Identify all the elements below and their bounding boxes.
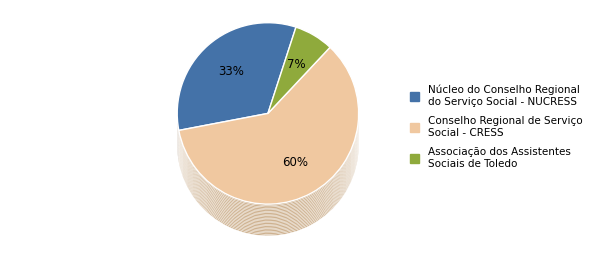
Wedge shape	[177, 37, 296, 145]
Wedge shape	[177, 41, 296, 149]
Wedge shape	[177, 51, 296, 159]
Wedge shape	[268, 36, 330, 122]
Wedge shape	[177, 27, 296, 135]
Wedge shape	[268, 33, 330, 119]
Wedge shape	[268, 37, 330, 124]
Wedge shape	[268, 44, 330, 131]
Wedge shape	[268, 49, 330, 135]
Wedge shape	[268, 43, 330, 129]
Wedge shape	[268, 29, 330, 115]
Wedge shape	[268, 56, 330, 142]
Wedge shape	[177, 40, 296, 148]
Wedge shape	[179, 63, 359, 220]
Wedge shape	[177, 46, 296, 153]
Wedge shape	[179, 47, 359, 204]
Wedge shape	[268, 53, 330, 139]
Wedge shape	[177, 24, 296, 132]
Wedge shape	[268, 30, 330, 116]
Wedge shape	[179, 50, 359, 207]
Text: 33%: 33%	[218, 65, 244, 78]
Wedge shape	[268, 40, 330, 126]
Wedge shape	[179, 62, 359, 219]
Wedge shape	[177, 50, 296, 158]
Wedge shape	[179, 59, 359, 216]
Wedge shape	[179, 69, 359, 226]
Wedge shape	[177, 36, 296, 143]
Wedge shape	[268, 54, 330, 141]
Wedge shape	[268, 50, 330, 136]
Text: 60%: 60%	[282, 156, 308, 169]
Wedge shape	[179, 77, 359, 234]
Wedge shape	[179, 70, 359, 227]
Wedge shape	[268, 34, 330, 121]
Wedge shape	[179, 56, 359, 213]
Wedge shape	[177, 33, 296, 140]
Wedge shape	[179, 64, 359, 221]
Wedge shape	[179, 76, 359, 233]
Wedge shape	[268, 47, 330, 134]
Wedge shape	[177, 29, 296, 136]
Wedge shape	[179, 72, 359, 229]
Wedge shape	[179, 66, 359, 223]
Wedge shape	[179, 57, 359, 214]
Wedge shape	[177, 26, 296, 133]
Wedge shape	[268, 57, 330, 144]
Wedge shape	[268, 51, 330, 138]
Wedge shape	[177, 44, 296, 152]
Wedge shape	[268, 39, 330, 125]
Wedge shape	[179, 60, 359, 217]
Wedge shape	[177, 23, 296, 130]
Wedge shape	[177, 39, 296, 146]
Wedge shape	[179, 73, 359, 230]
Wedge shape	[179, 49, 359, 206]
Wedge shape	[177, 53, 296, 161]
Wedge shape	[177, 31, 296, 139]
Wedge shape	[179, 53, 359, 210]
Wedge shape	[179, 54, 359, 211]
Wedge shape	[179, 75, 359, 232]
Wedge shape	[268, 59, 330, 145]
Wedge shape	[177, 34, 296, 142]
Wedge shape	[179, 79, 359, 236]
Wedge shape	[268, 31, 330, 118]
Wedge shape	[268, 46, 330, 132]
Wedge shape	[177, 49, 296, 156]
Wedge shape	[268, 41, 330, 128]
Wedge shape	[268, 27, 330, 114]
Wedge shape	[177, 54, 296, 162]
Wedge shape	[177, 47, 296, 155]
Wedge shape	[177, 43, 296, 150]
Text: 7%: 7%	[287, 59, 306, 72]
Wedge shape	[179, 67, 359, 224]
Wedge shape	[179, 51, 359, 209]
Wedge shape	[177, 30, 296, 138]
Legend: Núcleo do Conselho Regional
do Serviço Social - NUCRESS, Conselho Regional de Se: Núcleo do Conselho Regional do Serviço S…	[410, 85, 583, 169]
